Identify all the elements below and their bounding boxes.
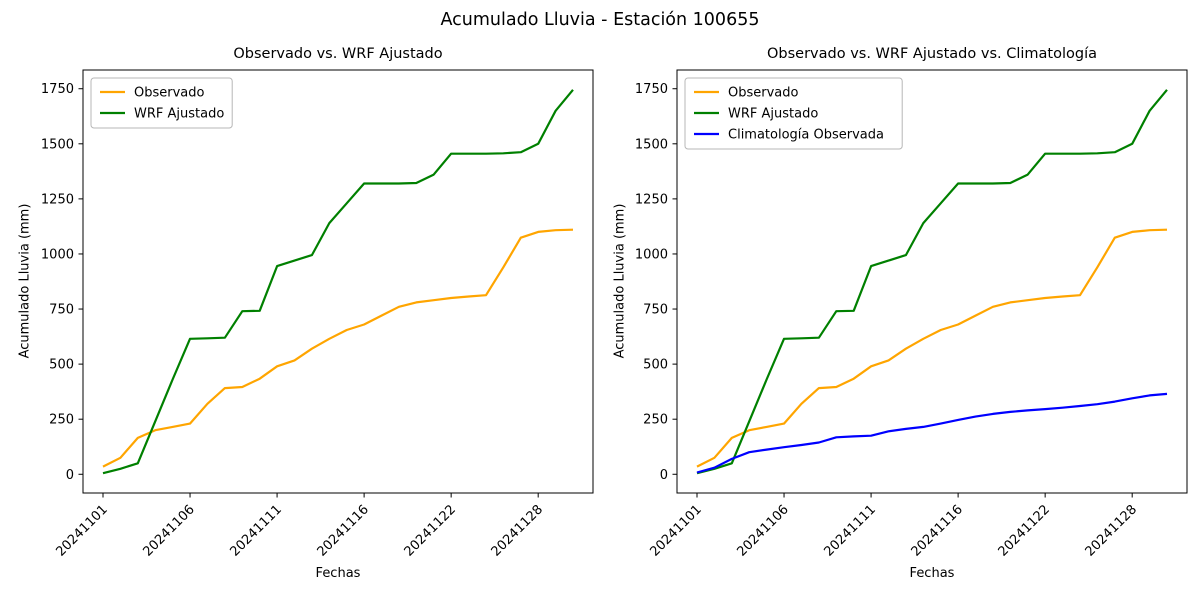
series-line-wrf-ajustado bbox=[102, 89, 574, 475]
y-tick-label: 1500 bbox=[635, 137, 668, 152]
x-tick-label: 20241128 bbox=[489, 502, 546, 559]
legend-label-climatolog-a-observada: Climatología Observada bbox=[728, 128, 884, 143]
y-tick-label: 1500 bbox=[41, 137, 74, 152]
y-tick-label: 1000 bbox=[635, 247, 668, 262]
x-tick-label: 20241106 bbox=[734, 502, 791, 559]
legend-box bbox=[684, 77, 903, 150]
axes-title-left: Observado vs. WRF Ajustado bbox=[233, 46, 443, 62]
series-line-climatolog-a-observada bbox=[696, 392, 1168, 474]
series-line-wrf-ajustado bbox=[696, 89, 1168, 475]
x-tick-label: 20241101 bbox=[647, 502, 704, 559]
axes-spines bbox=[82, 69, 594, 494]
axes-spines bbox=[676, 69, 1188, 494]
x-tick-label: 20241101 bbox=[53, 502, 110, 559]
series-line-observado bbox=[696, 228, 1168, 468]
x-axis-label-right: Fechas bbox=[909, 566, 955, 581]
y-tick-label: 1250 bbox=[41, 192, 74, 207]
x-tick-label: 20241111 bbox=[822, 502, 879, 559]
legend-label-observado: Observado bbox=[134, 86, 205, 101]
y-tick-label: 750 bbox=[643, 303, 668, 318]
legend-label-observado: Observado bbox=[728, 86, 799, 101]
x-tick-label: 20241122 bbox=[402, 502, 459, 559]
x-tick-label: 20241116 bbox=[909, 502, 966, 559]
x-tick-label: 20241116 bbox=[315, 502, 372, 559]
series-line-observado bbox=[102, 228, 574, 468]
y-tick-label: 250 bbox=[49, 413, 74, 428]
y-tick-label: 750 bbox=[49, 303, 74, 318]
axes-title-right: Observado vs. WRF Ajustado vs. Climatolo… bbox=[767, 46, 1097, 62]
legend-label-wrf-ajustado: WRF Ajustado bbox=[728, 107, 818, 122]
legend-box bbox=[90, 77, 233, 129]
x-tick-label: 20241111 bbox=[228, 502, 285, 559]
plot-area-left: 0 250 500 750 1000 1250 1500 1750 20241101 202411… bbox=[41, 69, 594, 560]
chart-observado-vs-wrf-vs-climatologia: Observado vs. WRF Ajustado vs. Climatolo… bbox=[600, 0, 1200, 600]
y-tick-label: 250 bbox=[643, 413, 668, 428]
figure-title: Acumulado Lluvia - Estación 100655 bbox=[440, 10, 760, 30]
y-tick-label: 1750 bbox=[635, 82, 668, 97]
legend-label-wrf-ajustado: WRF Ajustado bbox=[134, 107, 224, 122]
y-tick-label: 1250 bbox=[635, 192, 668, 207]
y-tick-label: 0 bbox=[660, 468, 668, 483]
y-tick-label: 0 bbox=[66, 468, 74, 483]
x-tick-label: 20241106 bbox=[140, 502, 197, 559]
x-tick-label: 20241128 bbox=[1083, 502, 1140, 559]
y-tick-label: 500 bbox=[643, 358, 668, 373]
plot-area-right: 0 250 500 750 1000 1250 1500 1750 20241101 202411… bbox=[635, 69, 1188, 560]
y-tick-label: 500 bbox=[49, 358, 74, 373]
y-tick-label: 1750 bbox=[41, 82, 74, 97]
chart-observado-vs-wrf: Observado vs. WRF Ajustado Acumulado Llu… bbox=[18, 46, 594, 581]
y-tick-label: 1000 bbox=[41, 247, 74, 262]
x-tick-label: 20241122 bbox=[996, 502, 1053, 559]
x-axis-label-left: Fechas bbox=[315, 566, 361, 581]
